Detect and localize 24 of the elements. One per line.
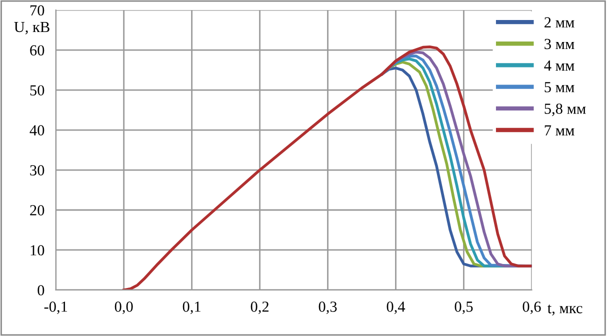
x-tick-label: 0,5 <box>454 302 473 314</box>
y-tick-label: 50 <box>30 85 44 96</box>
legend-label: 5,8 мм <box>544 104 586 116</box>
legend-label: 7 мм <box>544 125 574 136</box>
x-tick-label: 0,0 <box>114 302 133 314</box>
x-tick-label: -0,1 <box>44 302 68 314</box>
y-tick-label: 30 <box>30 165 44 176</box>
x-axis-title: t, мкс <box>548 304 582 316</box>
legend-label: 2 мм <box>544 17 574 28</box>
legend-label: 5 мм <box>544 82 574 92</box>
legend-label: 4 мм <box>544 60 574 71</box>
y-tick-label: 0 <box>38 285 44 296</box>
x-tick-label: 0,3 <box>318 302 337 314</box>
x-tick-label: 0,6 <box>522 302 541 314</box>
y-tick-label: 70 <box>30 5 44 16</box>
x-tick-label: 0,4 <box>386 302 406 314</box>
legend-label: 3 мм <box>544 38 574 50</box>
y-axis-title: U, кВ <box>14 22 50 34</box>
y-tick-label: 20 <box>30 205 44 216</box>
y-tick-label: 60 <box>30 45 44 56</box>
y-tick-label: 10 <box>30 245 44 256</box>
x-tick-label: 0,2 <box>250 302 268 314</box>
y-tick-label: 40 <box>30 125 44 136</box>
x-tick-label: 0,1 <box>182 302 200 314</box>
